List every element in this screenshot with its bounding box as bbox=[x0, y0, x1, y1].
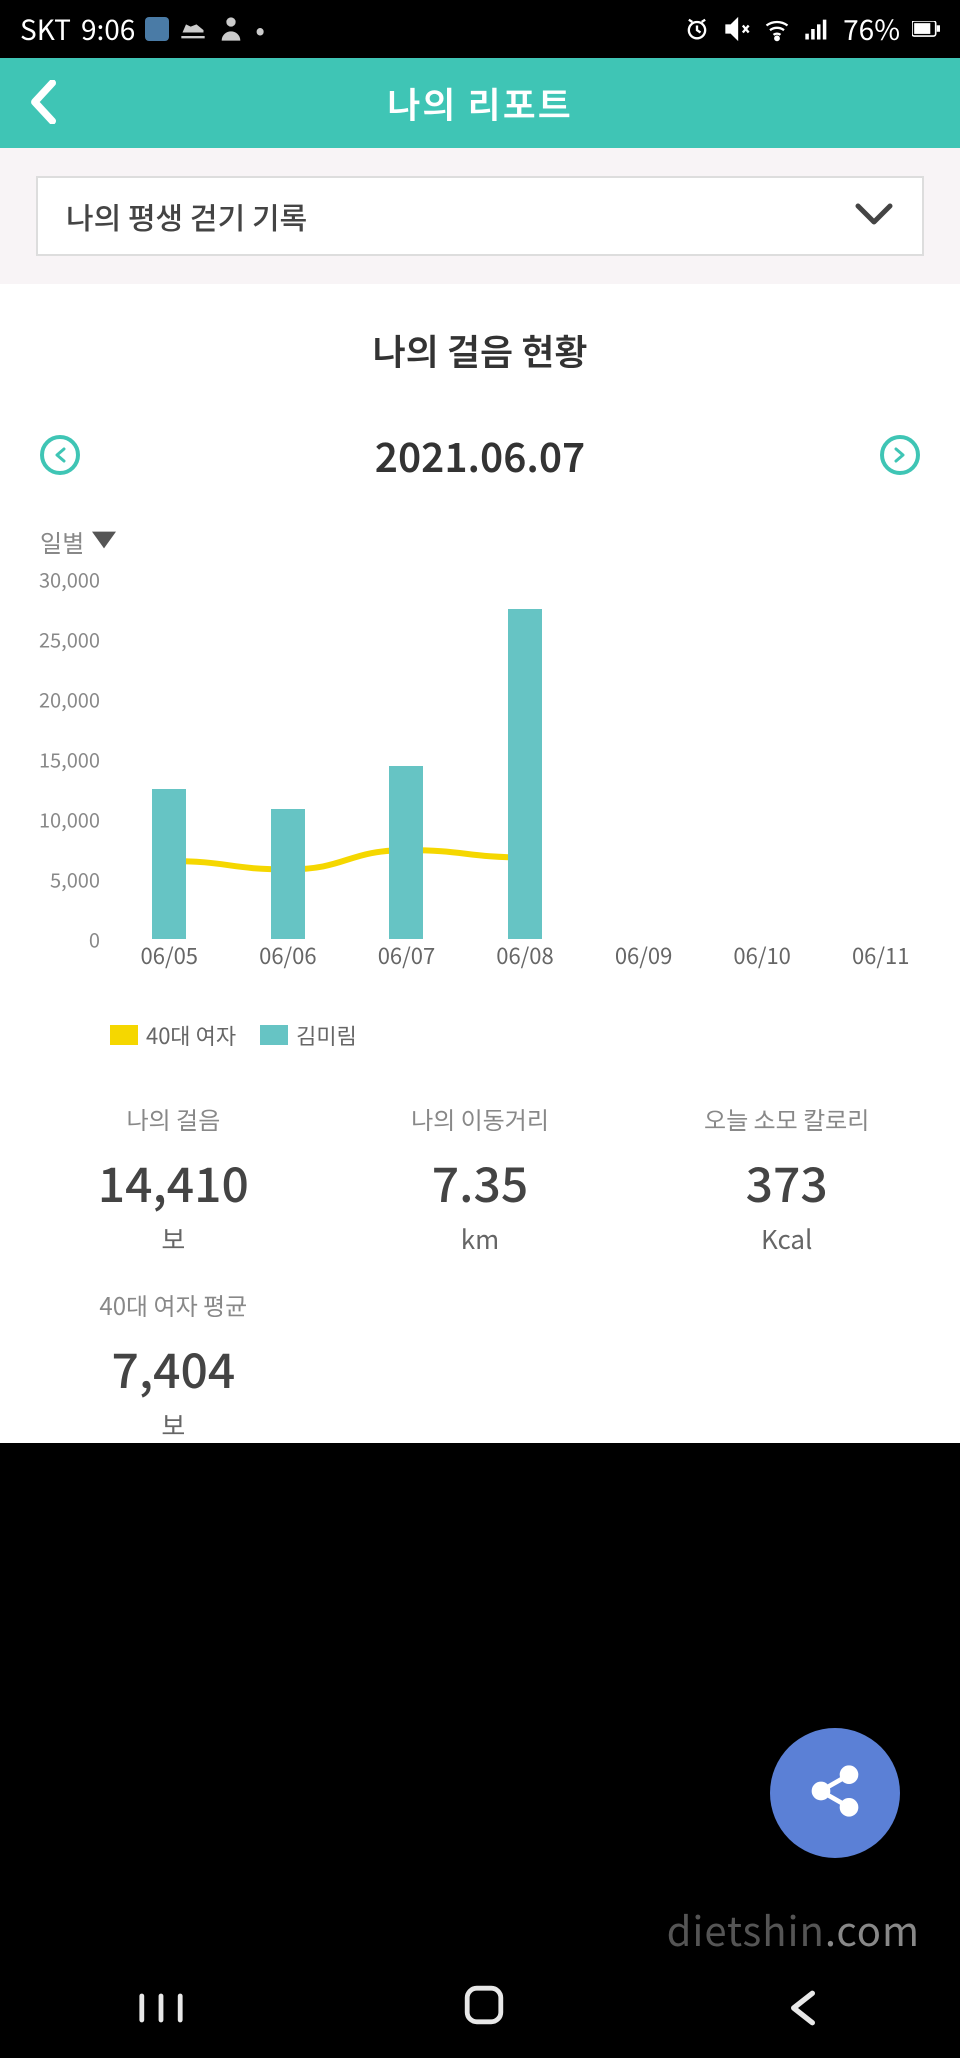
stat-value: 7.35 bbox=[327, 1146, 634, 1216]
x-axis-tick: 06/07 bbox=[378, 939, 435, 971]
chart-legend: 40대 여자 김미림 bbox=[0, 1019, 960, 1051]
x-axis-tick: 06/09 bbox=[615, 939, 672, 971]
stat-label: 나의 걸음 bbox=[20, 1101, 327, 1136]
x-axis-tick: 06/06 bbox=[259, 939, 316, 971]
y-axis-tick: 20,000 bbox=[39, 685, 100, 714]
share-icon bbox=[807, 1763, 863, 1824]
home-button[interactable] bbox=[460, 1981, 508, 2041]
stat-unit: km bbox=[327, 1220, 634, 1257]
stat-label: 오늘 소모 칼로리 bbox=[633, 1101, 940, 1136]
back-button-nav[interactable] bbox=[783, 1982, 823, 2040]
watermark: dietshin.com bbox=[667, 1900, 920, 1958]
stat-steps: 나의 걸음 14,410 보 bbox=[20, 1101, 327, 1257]
back-button[interactable] bbox=[30, 68, 60, 138]
dropdown-section: 나의 평생 걷기 기록 bbox=[0, 148, 960, 284]
steps-chart: 05,00010,00015,00020,00025,00030,000 06/… bbox=[20, 579, 940, 999]
carrier-label: SKT bbox=[20, 9, 71, 49]
legend-swatch bbox=[260, 1025, 288, 1045]
legend-label: 김미림 bbox=[296, 1019, 357, 1051]
record-dropdown[interactable]: 나의 평생 걷기 기록 bbox=[36, 176, 924, 256]
stat-value: 7,404 bbox=[20, 1332, 327, 1402]
y-axis-tick: 15,000 bbox=[39, 745, 100, 774]
watermark-prefix: dietshin bbox=[667, 1900, 825, 1958]
x-axis-tick: 06/08 bbox=[496, 939, 553, 971]
header-title: 나의 리포트 bbox=[387, 77, 573, 129]
y-axis-tick: 0 bbox=[89, 925, 100, 954]
recents-button[interactable] bbox=[137, 1982, 185, 2040]
stat-label: 나의 이동거리 bbox=[327, 1101, 634, 1136]
chart-bar bbox=[508, 609, 542, 939]
y-axis-tick: 5,000 bbox=[50, 865, 100, 894]
stat-distance: 나의 이동거리 7.35 km bbox=[327, 1101, 634, 1257]
battery-icon bbox=[912, 15, 940, 43]
section-title: 나의 걸음 현황 bbox=[0, 324, 960, 376]
legend-item: 김미림 bbox=[260, 1019, 357, 1051]
x-axis-tick: 06/11 bbox=[852, 939, 909, 971]
watermark-suffix: .com bbox=[825, 1900, 920, 1958]
chart-bar bbox=[389, 766, 423, 939]
chart-bar bbox=[152, 789, 186, 939]
chart-bar bbox=[271, 809, 305, 939]
current-date: 2021.06.07 bbox=[375, 426, 585, 484]
stat-unit: 보 bbox=[20, 1406, 327, 1443]
status-bar: SKT 9:06 • 76% bbox=[0, 0, 960, 58]
main-content: 나의 걸음 현황 2021.06.07 일별 0 5,000 10,000 15,00… bbox=[0, 284, 960, 1443]
legend-swatch bbox=[110, 1025, 138, 1045]
x-axis-tick: 06/05 bbox=[141, 939, 198, 971]
filter-dropdown[interactable]: 일별 bbox=[0, 524, 960, 579]
date-navigator: 2021.06.07 bbox=[0, 426, 960, 484]
legend-label: 40대 여자 bbox=[146, 1019, 236, 1051]
battery-label: 76% bbox=[843, 9, 900, 49]
person-icon bbox=[217, 15, 245, 43]
shoe-icon bbox=[179, 15, 207, 43]
y-axis-tick: 30,000 bbox=[39, 565, 100, 594]
app-icon-1 bbox=[145, 17, 169, 41]
stat-value: 373 bbox=[633, 1146, 940, 1216]
stat-calories: 오늘 소모 칼로리 373 Kcal bbox=[633, 1101, 940, 1257]
stat-average: 40대 여자 평균 7,404 보 bbox=[20, 1287, 327, 1443]
stats-grid: 나의 걸음 14,410 보 나의 이동거리 7.35 km 오늘 소모 칼로리… bbox=[0, 1101, 960, 1443]
triangle-down-icon bbox=[92, 530, 116, 554]
y-axis-tick: 10,000 bbox=[39, 805, 100, 834]
clock-label: 9:06 bbox=[81, 9, 135, 49]
signal-icon bbox=[803, 15, 831, 43]
app-header: 나의 리포트 bbox=[0, 58, 960, 148]
stat-value: 14,410 bbox=[20, 1146, 327, 1216]
next-date-button[interactable] bbox=[880, 435, 920, 475]
wifi-icon bbox=[763, 15, 791, 43]
dot-icon: • bbox=[255, 9, 265, 49]
dropdown-label: 나의 평생 걷기 기록 bbox=[66, 194, 307, 238]
android-nav-bar bbox=[0, 1963, 960, 2058]
x-axis-tick: 06/10 bbox=[733, 939, 790, 971]
prev-date-button[interactable] bbox=[40, 435, 80, 475]
legend-item: 40대 여자 bbox=[110, 1019, 236, 1051]
chevron-down-icon bbox=[854, 202, 894, 231]
stat-unit: Kcal bbox=[633, 1220, 940, 1257]
alarm-icon bbox=[683, 15, 711, 43]
mute-icon bbox=[723, 15, 751, 43]
stat-label: 40대 여자 평균 bbox=[20, 1287, 327, 1322]
share-button[interactable] bbox=[770, 1728, 900, 1858]
stat-unit: 보 bbox=[20, 1220, 327, 1257]
y-axis-tick: 25,000 bbox=[39, 625, 100, 654]
filter-label: 일별 bbox=[40, 524, 84, 559]
chart-line bbox=[169, 850, 525, 869]
